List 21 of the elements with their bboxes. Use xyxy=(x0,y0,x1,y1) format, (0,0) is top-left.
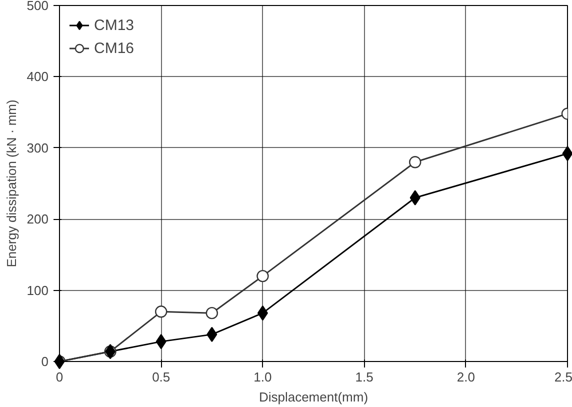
x-tick-label: 0.5 xyxy=(152,370,170,384)
x-tick-label: 1.0 xyxy=(254,370,272,384)
y-tick-label: 300 xyxy=(26,140,49,156)
y-tick-label: 400 xyxy=(26,69,49,84)
point xyxy=(409,156,422,168)
x-tick-label: 0 xyxy=(56,370,64,384)
y-tick-label: 0 xyxy=(41,354,49,369)
point xyxy=(410,190,420,206)
legend-label: CM16 xyxy=(94,40,134,56)
y-tick-label: 500 xyxy=(26,0,49,13)
x-tick-label: 2.5 xyxy=(554,370,572,384)
x-tick-label: 2.0 xyxy=(456,370,475,384)
x-tick-label: 1.5 xyxy=(355,370,374,384)
y-tick-label: 100 xyxy=(26,282,49,298)
point xyxy=(155,306,168,318)
x-axis-title: Displacement(mm) xyxy=(258,390,368,404)
point xyxy=(206,306,218,320)
y-axis-title: Energy dissipation (kN · mm) xyxy=(4,100,19,268)
legend-label: CM13 xyxy=(94,16,134,34)
point xyxy=(256,270,269,282)
y-tick-label: 200 xyxy=(26,212,49,227)
